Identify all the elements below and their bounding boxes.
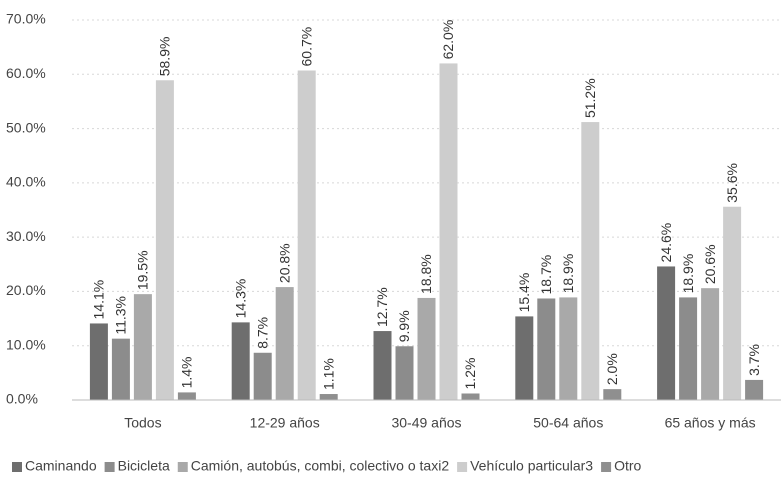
bar: [319, 394, 338, 400]
value-label: 58.9%: [157, 37, 173, 77]
bar: [701, 288, 720, 400]
bar: [603, 389, 622, 400]
value-label: 14.1%: [91, 280, 107, 320]
y-tick-label: 20.0%: [6, 282, 46, 298]
value-label: 62.0%: [440, 20, 456, 60]
bar: [89, 323, 108, 400]
y-tick-label: 60.0%: [6, 65, 46, 81]
y-tick-label: 40.0%: [6, 174, 46, 190]
value-label: 15.4%: [516, 273, 532, 313]
value-label: 1.2%: [462, 358, 478, 390]
legend-swatch: [601, 462, 612, 472]
legend-label: Bicicleta: [118, 458, 170, 474]
bar: [373, 331, 392, 400]
bar: [581, 122, 600, 401]
value-label: 3.7%: [746, 344, 762, 376]
bar: [417, 297, 436, 400]
bar: [395, 346, 414, 400]
value-label: 35.6%: [724, 163, 740, 203]
bar: [559, 297, 578, 400]
y-tick-label: 50.0%: [6, 119, 46, 135]
legend-label: Camión, autobús, combi, colectivo o taxi…: [191, 458, 450, 474]
value-label: 18.8%: [418, 254, 434, 294]
value-label: 19.5%: [135, 250, 151, 290]
bar: [253, 352, 272, 400]
value-label: 14.3%: [232, 279, 248, 319]
bar: [297, 70, 316, 400]
value-label: 11.3%: [113, 296, 129, 335]
value-label: 8.7%: [254, 317, 270, 349]
bar: [515, 316, 534, 400]
bar: [111, 338, 130, 400]
legend-label: Caminando: [25, 458, 97, 474]
value-label: 24.6%: [658, 223, 674, 263]
x-tick-label: Todos: [124, 415, 161, 431]
value-label: 18.9%: [680, 254, 696, 294]
value-label: 60.7%: [298, 27, 314, 67]
bar: [155, 80, 174, 400]
bar: [439, 63, 458, 401]
value-label: 12.7%: [374, 287, 390, 327]
y-tick-label: 70.0%: [6, 11, 46, 27]
bar: [723, 206, 742, 400]
x-tick-label: 65 años y más: [665, 415, 756, 431]
legend-label: Otro: [614, 458, 641, 474]
legend-label: Vehículo particular3: [470, 458, 593, 474]
legend-swatch: [104, 462, 115, 472]
value-label: 51.2%: [582, 78, 598, 118]
value-label: 20.6%: [702, 244, 718, 284]
legend-swatch: [177, 462, 188, 472]
x-tick-label: 30-49 años: [391, 415, 461, 431]
bar: [275, 287, 294, 400]
value-label: 2.0%: [604, 353, 620, 385]
value-label: 9.9%: [396, 310, 412, 342]
bar: [133, 294, 152, 400]
bar: [461, 393, 480, 400]
x-tick-label: 12-29 años: [250, 415, 320, 431]
y-tick-label: 10.0%: [6, 336, 46, 352]
value-label: 1.4%: [179, 356, 195, 388]
value-label: 18.9%: [560, 254, 576, 294]
x-tick-label: 50-64 años: [533, 415, 603, 431]
value-label: 18.7%: [538, 255, 554, 295]
y-tick-label: 30.0%: [6, 228, 46, 244]
legend-swatch: [457, 462, 468, 472]
legend-swatch: [12, 462, 22, 472]
value-label: 20.8%: [276, 243, 292, 283]
bar: [537, 298, 556, 400]
bar: [679, 297, 698, 400]
value-label: 1.1%: [320, 358, 336, 390]
bar: [657, 266, 676, 400]
bar: [231, 322, 250, 400]
bar: [745, 379, 764, 400]
y-tick-label: 0.0%: [6, 391, 38, 407]
bar: [177, 392, 196, 400]
